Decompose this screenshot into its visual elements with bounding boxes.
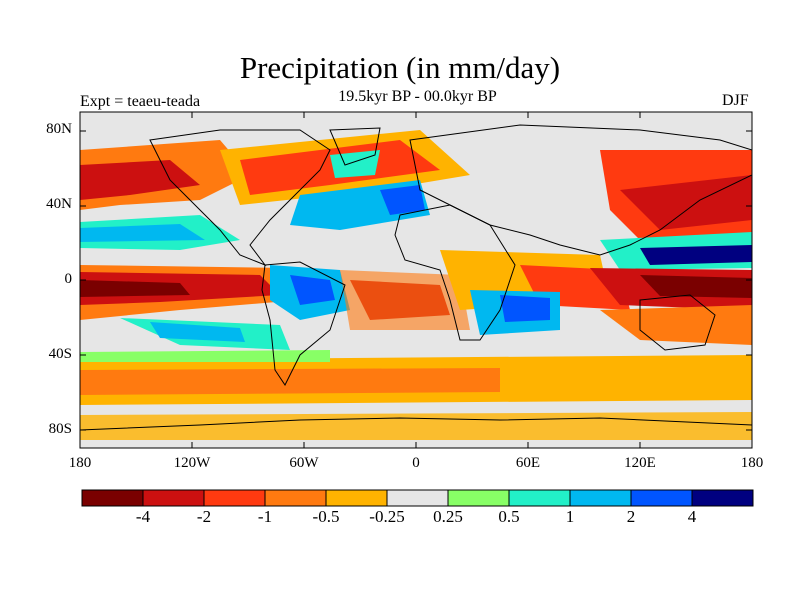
colorbar-label: 1 bbox=[565, 507, 575, 526]
experiment-label: Expt = teaeu-teada bbox=[80, 93, 201, 110]
lat-label-40s: 40S bbox=[48, 346, 72, 362]
field-darkblue-samerica bbox=[290, 275, 335, 305]
plot-title: Precipitation (in mm/day) bbox=[239, 50, 561, 85]
field-darkred-maritime bbox=[640, 275, 752, 298]
axis-ticks bbox=[79, 112, 753, 448]
field-darkblue-natlantic bbox=[380, 185, 425, 215]
colorbar-label: -1 bbox=[257, 507, 273, 526]
colorbar-swatch bbox=[325, 489, 388, 507]
field-darkred-npacific bbox=[80, 160, 200, 200]
colorbar bbox=[81, 489, 754, 507]
colorbar-swatch bbox=[508, 489, 571, 507]
colorbar-swatch bbox=[447, 489, 510, 507]
lon-label-0: 0 bbox=[412, 455, 420, 471]
colorbar-label: -0.5 bbox=[312, 507, 340, 526]
colorbar-label: 2 bbox=[626, 507, 636, 526]
lon-label-60w: 60W bbox=[289, 455, 319, 471]
colorbar-label: -2 bbox=[196, 507, 212, 526]
coast-south-america bbox=[261, 261, 346, 386]
precip-field bbox=[80, 112, 752, 448]
field-darkblue-wpacific bbox=[640, 245, 752, 265]
field-orange-antarctic bbox=[80, 412, 752, 440]
lon-label-120e: 120E bbox=[624, 455, 656, 471]
field-red-southern bbox=[80, 368, 500, 395]
coast-eurasia bbox=[409, 124, 752, 256]
colorbar-label: -0.25 bbox=[369, 507, 405, 526]
colorbar-swatch bbox=[142, 489, 205, 507]
plot-subtitle: 19.5kyr BP - 00.0kyr BP bbox=[338, 88, 497, 105]
field-darkred-wpacific bbox=[620, 175, 752, 230]
colorbar-swatch bbox=[264, 489, 327, 507]
coast-antarctica bbox=[80, 417, 752, 431]
colorbar-swatch bbox=[630, 489, 693, 507]
colorbar-swatch bbox=[203, 489, 266, 507]
coast-australia bbox=[639, 294, 716, 351]
lat-label-80n: 80N bbox=[46, 121, 72, 137]
colorbar-label: -4 bbox=[135, 507, 151, 526]
season-label: DJF bbox=[722, 92, 749, 109]
colorbar-swatch bbox=[81, 489, 144, 507]
lat-label-0: 0 bbox=[64, 271, 73, 287]
colorbar-swatch bbox=[569, 489, 632, 507]
field-orange-satlantic bbox=[340, 270, 470, 330]
coastlines bbox=[80, 124, 752, 431]
coast-north-america bbox=[149, 129, 331, 267]
lat-label-40n: 40N bbox=[46, 196, 72, 212]
lat-label-80s: 80S bbox=[48, 421, 72, 437]
field-darkred-eqpacific bbox=[80, 280, 190, 297]
colorbar-swatch bbox=[386, 489, 449, 507]
field-blue-spacific bbox=[150, 322, 245, 342]
field-green-southern bbox=[80, 350, 330, 362]
field-orange-sw-pacific bbox=[600, 305, 752, 345]
colorbar-swatch bbox=[691, 489, 754, 507]
lon-label-180w: 180 bbox=[68, 455, 92, 471]
lon-label-180e: 180 bbox=[740, 455, 764, 471]
lon-label-120w: 120W bbox=[173, 455, 211, 471]
field-blue-npacific bbox=[80, 224, 205, 242]
field-darkblue-safrica bbox=[500, 295, 550, 322]
colorbar-label: 4 bbox=[687, 507, 697, 526]
coast-greenland bbox=[329, 127, 381, 166]
colorbar-label: 0.5 bbox=[498, 507, 520, 526]
lon-label-60e: 60E bbox=[515, 455, 541, 471]
colorbar-label: 0.25 bbox=[433, 507, 463, 526]
